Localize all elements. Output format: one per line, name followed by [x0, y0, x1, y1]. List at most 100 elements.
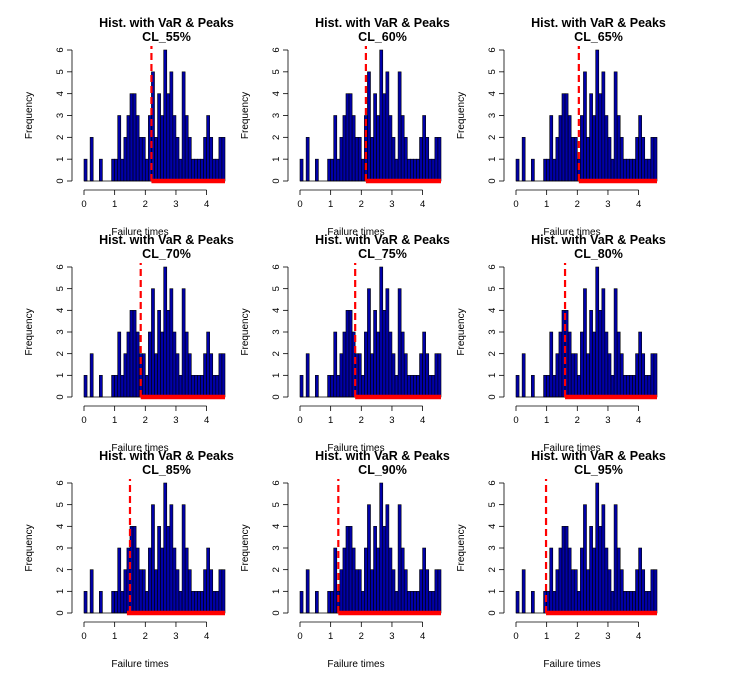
- histogram-bar: [166, 93, 171, 182]
- histogram-bar: [160, 115, 164, 182]
- histogram-bar: [635, 353, 639, 398]
- histogram-bar: [549, 331, 554, 398]
- x-tick-label: 0: [297, 199, 302, 210]
- x-axis-label: Failure times: [327, 227, 384, 238]
- histogram-bar: [552, 375, 557, 398]
- y-tick-label: 6: [487, 264, 498, 269]
- histogram-bar: [333, 547, 338, 614]
- histogram-bar: [348, 310, 353, 398]
- x-tick-label: 4: [420, 631, 425, 642]
- histogram-bar: [583, 288, 587, 398]
- histogram-bar: [83, 591, 88, 614]
- histogram-bar: [200, 158, 204, 182]
- histogram-bar: [367, 504, 371, 614]
- y-tick-label: 4: [487, 308, 498, 313]
- histogram-bar: [197, 158, 201, 182]
- y-tick-label: 2: [487, 135, 498, 140]
- histogram-bar: [638, 547, 642, 614]
- histogram-bar: [564, 526, 569, 614]
- histogram-bar: [209, 137, 214, 182]
- y-axis-label: Frequency: [240, 308, 251, 355]
- histogram-bar: [190, 375, 195, 398]
- histogram-bar: [123, 137, 128, 182]
- histogram-bar: [555, 137, 560, 182]
- x-tick-label: 3: [173, 199, 178, 210]
- histogram-bar: [610, 591, 615, 614]
- histogram-bar: [626, 591, 630, 614]
- y-axis-label: Frequency: [24, 524, 35, 571]
- y-tick-label: 3: [271, 329, 282, 334]
- histogram-bar: [543, 375, 547, 398]
- x-tick-label: 3: [389, 631, 394, 642]
- histogram-bar: [379, 482, 384, 614]
- histogram-bar: [607, 569, 612, 614]
- x-axis-label: Failure times: [327, 443, 384, 454]
- histogram-bar: [422, 547, 426, 614]
- histogram-bar: [212, 591, 217, 614]
- histogram-bar: [598, 526, 603, 614]
- histogram-bar: [635, 137, 639, 182]
- histogram-bar: [650, 569, 655, 614]
- histogram-bar: [552, 158, 557, 182]
- histogram-bar: [416, 591, 420, 614]
- histogram-bar: [391, 569, 396, 614]
- histogram-bar: [181, 288, 186, 398]
- histogram-bar: [345, 310, 350, 398]
- histogram-bar: [379, 266, 384, 398]
- y-tick-label: 2: [55, 351, 66, 356]
- histogram-bar: [327, 158, 331, 182]
- chart-subtitle: CL_55%: [142, 30, 191, 44]
- histogram-bar: [187, 569, 192, 614]
- histogram-bar: [638, 331, 642, 398]
- histogram-bar: [215, 158, 220, 182]
- x-tick-label: 1: [328, 631, 333, 642]
- x-tick-label: 1: [112, 631, 117, 642]
- y-tick-label: 4: [271, 91, 282, 96]
- histogram-bar: [382, 93, 387, 182]
- chart-title: Hist. with VaR & Peaks: [531, 233, 666, 247]
- y-tick-label: 3: [55, 113, 66, 118]
- histogram-bar: [305, 353, 310, 398]
- histogram-bar: [330, 158, 335, 182]
- histogram-bar: [364, 331, 368, 398]
- histogram-bar: [632, 375, 636, 398]
- histogram-bar: [431, 375, 436, 398]
- histogram-bar: [190, 158, 195, 182]
- histogram-bar: [595, 49, 600, 182]
- histogram-bar: [428, 591, 433, 614]
- histogram-bar: [212, 158, 217, 182]
- chart-title: Hist. with VaR & Peaks: [531, 16, 666, 30]
- y-tick-label: 6: [271, 480, 282, 485]
- histogram-bar: [221, 569, 226, 614]
- histogram-bar: [218, 569, 223, 614]
- x-tick-label: 2: [143, 415, 148, 426]
- histogram-bar: [361, 375, 365, 398]
- histogram-bar: [406, 158, 411, 182]
- histogram-bar: [148, 331, 152, 398]
- y-axis-label: Frequency: [24, 308, 35, 355]
- chart-title: Hist. with VaR & Peaks: [99, 449, 234, 463]
- histogram-bar: [622, 158, 627, 182]
- histogram-bar: [339, 137, 344, 182]
- histogram-bar: [299, 158, 304, 182]
- histogram-bar: [400, 331, 405, 398]
- x-tick-label: 1: [328, 199, 333, 210]
- histogram-bar: [613, 71, 618, 182]
- histogram-bar: [132, 526, 137, 614]
- histogram-bar: [601, 71, 606, 182]
- y-tick-label: 4: [271, 524, 282, 529]
- histogram-bar: [203, 569, 207, 614]
- x-tick-label: 0: [81, 631, 86, 642]
- histogram-bar: [184, 547, 189, 614]
- histogram-bar: [117, 331, 122, 398]
- histogram-bar: [613, 288, 618, 398]
- x-tick-label: 4: [204, 415, 209, 426]
- histogram-bar: [370, 353, 374, 398]
- histogram-bar: [135, 115, 140, 182]
- histogram-bar: [99, 158, 103, 182]
- histogram-bar: [629, 375, 633, 398]
- histogram-bar: [187, 353, 192, 398]
- histogram-bar: [586, 353, 590, 398]
- histogram-bar: [120, 375, 125, 398]
- x-axis-label: Failure times: [543, 659, 600, 670]
